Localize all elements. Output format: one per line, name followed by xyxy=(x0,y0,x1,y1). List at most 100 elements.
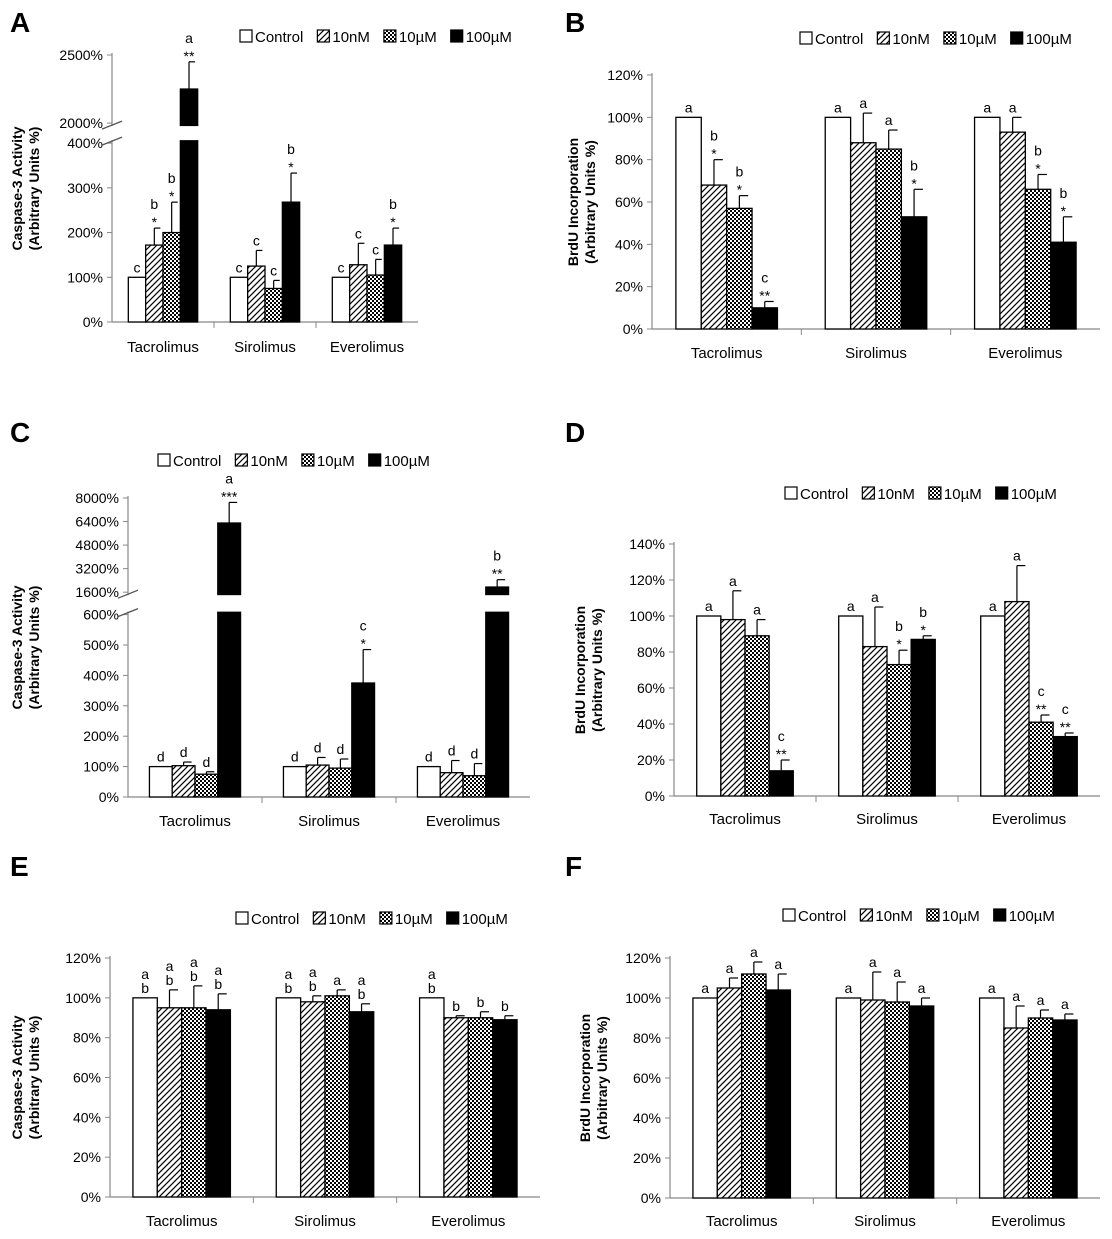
significance-label: a xyxy=(774,956,782,972)
significance-label: a xyxy=(729,573,737,589)
y-tick-label: 200% xyxy=(83,728,119,744)
legend-swatch xyxy=(943,31,957,45)
significance-label: c xyxy=(778,728,785,744)
significance-label: b xyxy=(1060,185,1068,201)
legend-label: 100µM xyxy=(384,453,430,470)
legend-swatch xyxy=(926,908,940,922)
y-tick-label: 60% xyxy=(637,680,665,696)
y-tick-label: 100% xyxy=(65,990,101,1006)
significance-label: * xyxy=(896,636,902,652)
bar-d-control-tacrolimus xyxy=(696,615,722,797)
panel-letter: D xyxy=(565,417,585,448)
legend-swatch xyxy=(995,486,1009,500)
bar-a-control-tacrolimus xyxy=(127,276,147,323)
significance-label: b xyxy=(309,978,317,994)
significance-label: c xyxy=(235,259,242,275)
bar-c-10nm-sirolimus xyxy=(305,764,330,798)
bar-c-control-everolimus xyxy=(416,765,441,798)
bar-break-gap xyxy=(216,595,242,612)
significance-label: a xyxy=(428,966,436,982)
legend-swatch xyxy=(450,29,464,43)
bar-f-10µm-tacrolimus xyxy=(741,973,767,1199)
significance-label: b xyxy=(477,994,485,1010)
legend-swatch xyxy=(876,31,890,45)
x-category-label: Tacrolimus xyxy=(706,1213,778,1230)
legend-swatch xyxy=(861,486,875,500)
legend-label: 10µM xyxy=(944,486,982,503)
y-tick-label: 0% xyxy=(645,788,665,804)
significance-label: b xyxy=(150,196,158,212)
panel-letter: B xyxy=(565,7,585,38)
legend-label: 100µM xyxy=(462,911,508,928)
y-tick-label: 4800% xyxy=(75,537,119,553)
bar-b-10nm-tacrolimus xyxy=(700,184,728,330)
bar-e-10nm-sirolimus xyxy=(299,1001,326,1198)
significance-label: b xyxy=(910,157,918,173)
axis-break-gap xyxy=(104,126,120,141)
y-tick-label: 2000% xyxy=(59,115,103,131)
significance-label: a xyxy=(1013,548,1021,564)
legend-label: 100µM xyxy=(1011,486,1057,503)
x-category-label: Sirolimus xyxy=(845,345,907,362)
significance-label: b xyxy=(166,972,174,988)
bar-d-100µm-everolimus xyxy=(1052,735,1078,797)
legend-label: Control xyxy=(815,31,863,48)
significance-label: ** xyxy=(759,287,770,303)
y-tick-label: 300% xyxy=(67,180,103,196)
bar-d-10nm-tacrolimus xyxy=(720,618,746,797)
y-tick-label: 200% xyxy=(67,225,103,241)
significance-label: d xyxy=(157,749,165,765)
significance-label: a xyxy=(845,980,853,996)
bar-a-10µm-sirolimus xyxy=(264,287,283,323)
legend-swatch xyxy=(1010,31,1024,45)
chart-panel-e: E 0% 20% 40% 60% 80% 100% 120% Tacrolimus Sirolim… xyxy=(9,851,540,1230)
x-category-label: Everolimus xyxy=(426,813,500,830)
legend-swatch xyxy=(379,911,393,925)
significance-label: c xyxy=(1062,701,1069,717)
significance-label: a xyxy=(1037,992,1045,1008)
significance-label: c xyxy=(355,225,362,241)
bar-d-control-sirolimus xyxy=(838,615,864,797)
y-tick-label: 140% xyxy=(629,536,665,552)
significance-label: a xyxy=(918,980,926,996)
significance-label: ** xyxy=(1036,701,1047,717)
y-tick-label: 120% xyxy=(607,67,643,83)
legend-label: 10nM xyxy=(892,31,930,48)
y-tick-label: 6400% xyxy=(75,514,119,530)
significance-label: a xyxy=(701,980,709,996)
significance-label: a xyxy=(989,598,997,614)
significance-label: c xyxy=(270,262,277,278)
significance-label: b xyxy=(710,128,718,144)
significance-label: b xyxy=(735,164,743,180)
bar-b-100µm-tacrolimus xyxy=(751,307,779,330)
bar-f-10nm-sirolimus xyxy=(859,999,886,1199)
bar-a-10nm-sirolimus xyxy=(247,265,266,323)
y-tick-label: 80% xyxy=(73,1030,101,1046)
x-category-label: Everolimus xyxy=(992,811,1066,828)
legend-swatch xyxy=(234,453,248,467)
bar-c-10nm-everolimus xyxy=(439,772,464,798)
significance-label: * xyxy=(1061,203,1067,219)
bar-a-control-sirolimus xyxy=(229,276,249,323)
bar-a-100µm-tacrolimus xyxy=(179,88,199,323)
x-category-label: Sirolimus xyxy=(294,1213,356,1230)
significance-label: a xyxy=(685,99,693,115)
bar-f-10µm-everolimus xyxy=(1027,1017,1054,1199)
significance-label: a xyxy=(988,980,996,996)
significance-label: * xyxy=(911,175,917,191)
axis-break-mark xyxy=(101,136,123,146)
legend-swatch xyxy=(928,486,942,500)
bar-e-control-tacrolimus xyxy=(132,997,158,1198)
y-tick-label: 40% xyxy=(637,716,665,732)
axis-break-mark xyxy=(117,608,139,618)
legend-label: 10µM xyxy=(399,29,437,46)
bar-f-10nm-everolimus xyxy=(1003,1027,1029,1199)
bar-e-100µm-sirolimus xyxy=(348,1011,375,1198)
significance-label: a xyxy=(214,962,222,978)
bar-e-100µm-tacrolimus xyxy=(205,1009,232,1198)
legend-label: Control xyxy=(173,453,221,470)
bar-b-10nm-everolimus xyxy=(999,131,1026,330)
y-tick-label: 8000% xyxy=(75,490,119,506)
bar-e-10µm-tacrolimus xyxy=(181,1007,207,1198)
y-axis-label: (Arbitrary Units %) xyxy=(26,127,42,251)
